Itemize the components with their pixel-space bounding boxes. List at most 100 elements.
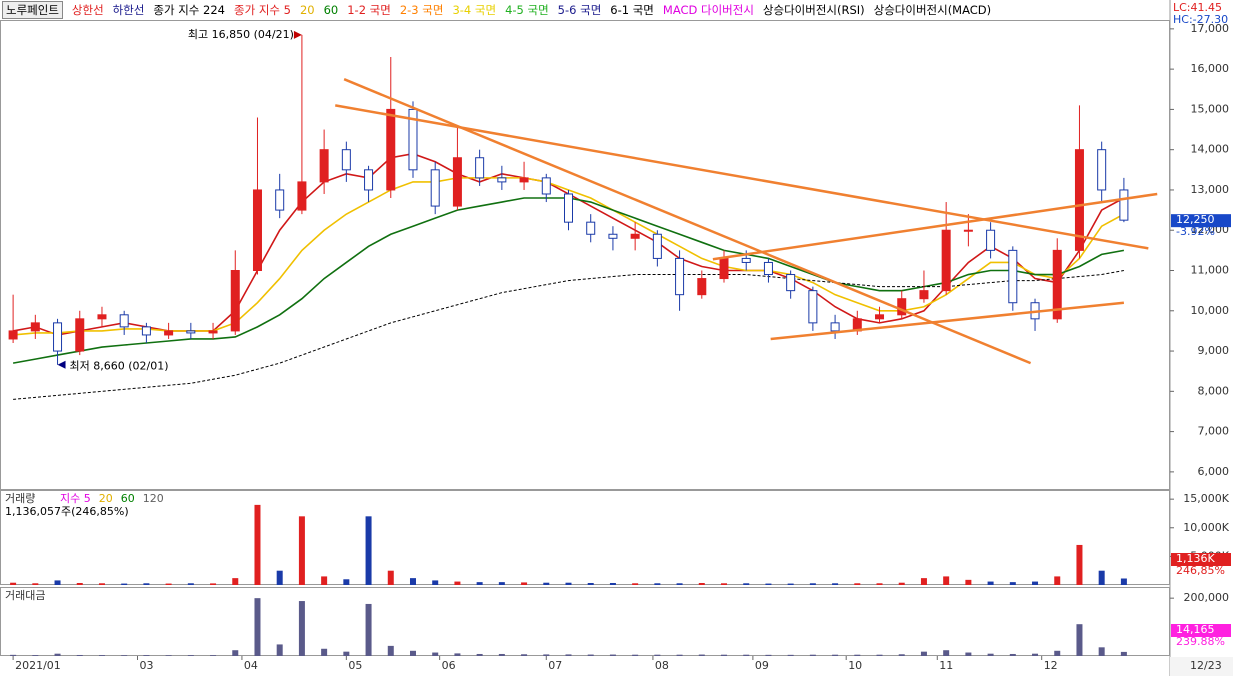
candle-body bbox=[497, 177, 507, 183]
volume-bar bbox=[609, 654, 616, 656]
volume-bar bbox=[454, 653, 461, 656]
candle-body bbox=[1008, 249, 1018, 304]
volume-bar bbox=[32, 583, 39, 585]
volume-bar bbox=[965, 652, 972, 656]
volume-bar bbox=[876, 583, 883, 585]
volume-bar bbox=[1098, 647, 1105, 656]
legend-item: 하한선 bbox=[112, 3, 145, 17]
candle-body bbox=[564, 193, 573, 223]
y-tick-label: 15,000 bbox=[1191, 102, 1230, 115]
candle-body bbox=[319, 149, 329, 183]
x-tick-label: 04 bbox=[244, 659, 258, 672]
x-tick-label: 10 bbox=[848, 659, 862, 672]
volume-bar bbox=[698, 654, 705, 656]
volume-bar bbox=[210, 583, 217, 585]
x-tick-label: 08 bbox=[655, 659, 669, 672]
y-tick-label: 13,000 bbox=[1191, 183, 1230, 196]
volume-bar bbox=[498, 653, 505, 656]
candle-body bbox=[30, 322, 40, 332]
volume-bar bbox=[409, 578, 416, 585]
value-tag-label: 14,165 bbox=[1176, 623, 1215, 636]
volume-bar bbox=[165, 583, 172, 585]
volume-bar bbox=[721, 654, 728, 656]
volume-bar bbox=[365, 516, 372, 585]
last-date: 12/23 bbox=[1190, 659, 1222, 672]
x-tick-label: 03 bbox=[140, 659, 154, 672]
volume-bar bbox=[632, 654, 639, 656]
candle-body bbox=[630, 233, 640, 239]
candle-body bbox=[986, 229, 996, 251]
volume-bar bbox=[187, 583, 194, 585]
volume-bar bbox=[765, 654, 772, 656]
y-tick-label: 15,000K bbox=[1183, 492, 1229, 505]
volume-bar bbox=[76, 654, 83, 656]
volume-bar bbox=[232, 650, 239, 656]
x-tick-label: 12 bbox=[1044, 659, 1058, 672]
volume-bar bbox=[765, 583, 772, 585]
legend-item: 3-4 국면 bbox=[452, 3, 497, 17]
moving-average bbox=[12, 152, 1125, 336]
x-tick-label: 07 bbox=[548, 659, 562, 672]
stock-button[interactable]: 노루페인트 bbox=[2, 1, 63, 19]
candle-body bbox=[53, 322, 63, 352]
volume-bar bbox=[476, 653, 483, 656]
value-change: 239.88% bbox=[1176, 635, 1225, 648]
legend-item: 4-5 국면 bbox=[505, 3, 549, 17]
legend-item: 2-3 국면 bbox=[399, 3, 444, 17]
y-tick-label: 10,000K bbox=[1183, 521, 1229, 534]
volume-bar bbox=[676, 654, 683, 656]
volume-bar bbox=[987, 581, 994, 585]
candle-body bbox=[364, 169, 374, 191]
volume-bar bbox=[1120, 651, 1127, 656]
volume-bar bbox=[254, 598, 261, 656]
volume-bar bbox=[920, 651, 927, 656]
legend-item: 6-1 국면 bbox=[610, 3, 654, 17]
volume-bar bbox=[1032, 653, 1039, 656]
candle-body bbox=[186, 330, 196, 334]
candle-body bbox=[741, 257, 751, 263]
candle-body bbox=[1052, 249, 1062, 320]
volume-bar bbox=[832, 654, 839, 656]
candle-body bbox=[164, 330, 174, 336]
volume-bar bbox=[432, 652, 439, 656]
candle-body bbox=[297, 181, 307, 211]
volume-bar bbox=[1076, 544, 1083, 585]
panel-legend: 20 bbox=[99, 492, 113, 505]
candle-body bbox=[208, 330, 218, 334]
candle-body bbox=[230, 270, 240, 332]
candle-body bbox=[586, 221, 596, 235]
volume-bar bbox=[321, 576, 328, 585]
panel-title: 거래량 bbox=[5, 492, 35, 505]
annotation-arrow bbox=[293, 30, 302, 39]
volume-bar bbox=[587, 654, 594, 656]
volume-bar bbox=[943, 650, 950, 656]
volume-bar bbox=[143, 583, 150, 585]
volume-bar bbox=[276, 644, 283, 656]
candle-body bbox=[541, 177, 551, 195]
volume-bar bbox=[854, 583, 861, 585]
candle-body bbox=[675, 257, 685, 296]
volume-bar bbox=[187, 655, 194, 656]
volume-bar bbox=[54, 653, 61, 656]
volume-bar bbox=[654, 583, 661, 585]
y-tick-label: 17,000 bbox=[1191, 22, 1230, 35]
volume-bar bbox=[143, 655, 150, 656]
volume-bar bbox=[476, 582, 483, 585]
trend-line bbox=[343, 78, 1032, 365]
legend-item: 상승다이버전시(RSI) bbox=[762, 3, 865, 17]
candle-body bbox=[875, 314, 885, 320]
volume-bar bbox=[721, 583, 728, 585]
value-change: 246,85% bbox=[1176, 564, 1225, 577]
x-tick-label: 05 bbox=[348, 659, 362, 672]
volume-bar bbox=[676, 583, 683, 585]
price-tag-label: 12,250 bbox=[1176, 213, 1215, 226]
volume-bar bbox=[10, 582, 17, 585]
x-tick-label: 2021/01 bbox=[15, 659, 61, 672]
volume-bar bbox=[232, 578, 239, 585]
volume-bar bbox=[898, 654, 905, 656]
annotation: 최저 8,660 (02/01) bbox=[70, 360, 169, 373]
candle-body bbox=[830, 322, 840, 332]
candle-body bbox=[1074, 149, 1084, 251]
legend-bar: 노루페인트 상한선 하한선 종가 지수 224 종가 지수 5 20 60 1-2 국면 2-3… bbox=[0, 0, 1170, 20]
